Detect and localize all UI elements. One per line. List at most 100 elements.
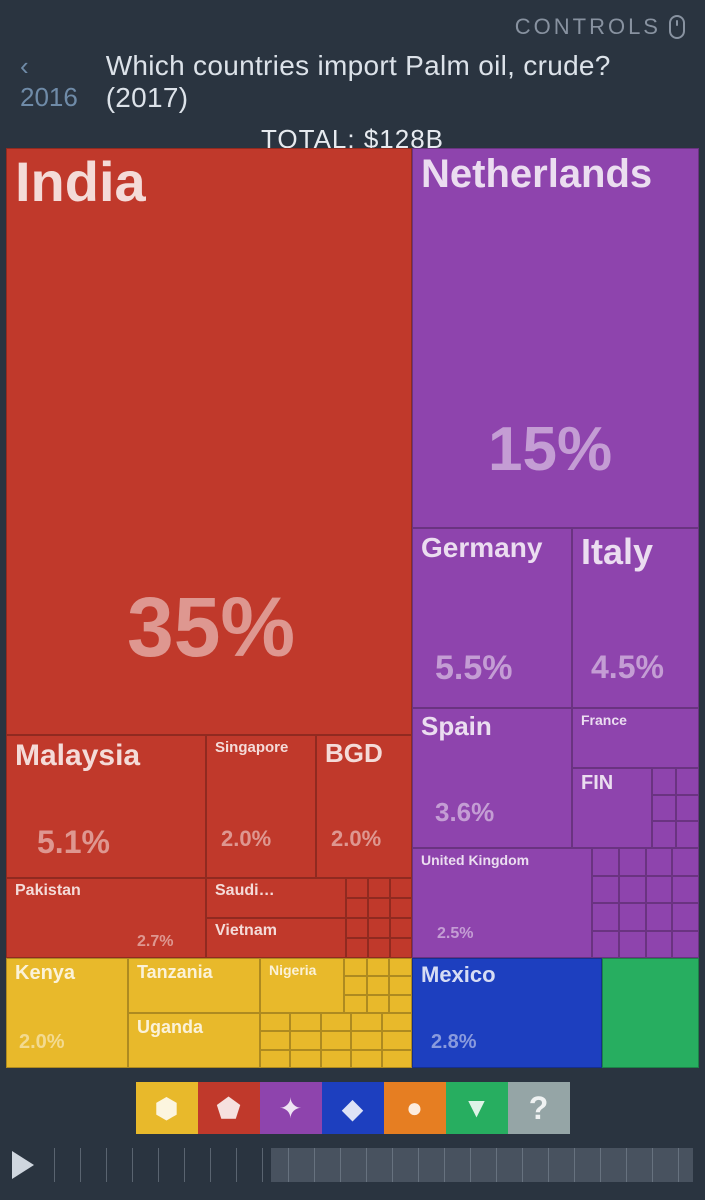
- timeline-range[interactable]: [271, 1148, 693, 1182]
- cell-tiny[interactable]: [368, 898, 390, 918]
- cell-singapore[interactable]: Singapore2.0%: [206, 735, 316, 878]
- cell-label: Malaysia: [15, 740, 140, 772]
- cell-tiny[interactable]: [344, 958, 367, 976]
- cell-tiny[interactable]: [344, 976, 367, 994]
- legend-n_america[interactable]: ◆: [322, 1082, 384, 1134]
- cell-tiny[interactable]: [592, 876, 619, 904]
- cell-tiny[interactable]: [390, 918, 412, 938]
- cell-saudi[interactable]: Saudi…: [206, 878, 346, 918]
- cell-tiny[interactable]: [382, 1031, 412, 1049]
- cell-tiny[interactable]: [676, 795, 700, 822]
- cell-tiny[interactable]: [390, 898, 412, 918]
- legend-s_america[interactable]: ▼: [446, 1082, 508, 1134]
- cell-label: Uganda: [137, 1018, 203, 1037]
- cell-mexico[interactable]: Mexico2.8%: [412, 958, 602, 1068]
- cell-tiny[interactable]: [389, 995, 412, 1013]
- cell-tiny[interactable]: [346, 898, 368, 918]
- cell-tiny[interactable]: [646, 903, 673, 931]
- cell-tiny[interactable]: [646, 931, 673, 959]
- cell-malaysia[interactable]: Malaysia5.1%: [6, 735, 206, 878]
- cell-vietnam[interactable]: Vietnam: [206, 918, 346, 958]
- cell-tiny[interactable]: [672, 931, 699, 959]
- cell-tiny[interactable]: [672, 903, 699, 931]
- cell-sa-block[interactable]: [602, 958, 699, 1068]
- cell-uganda[interactable]: Uganda: [128, 1013, 260, 1068]
- cell-tiny[interactable]: [351, 1031, 381, 1049]
- cell-tanzania[interactable]: Tanzania: [128, 958, 260, 1013]
- cell-tiny[interactable]: [290, 1031, 320, 1049]
- cell-tiny[interactable]: [346, 878, 368, 898]
- cell-tiny[interactable]: [351, 1050, 381, 1068]
- prev-year-link[interactable]: 2016: [20, 51, 92, 113]
- cell-tiny[interactable]: [367, 958, 390, 976]
- cell-tiny[interactable]: [592, 903, 619, 931]
- cell-pakistan[interactable]: Pakistan2.7%: [6, 878, 206, 958]
- treemap[interactable]: India35%Malaysia5.1%Singapore2.0%BGD2.0%…: [6, 148, 699, 1068]
- cell-tiny[interactable]: [382, 1013, 412, 1031]
- cell-tiny[interactable]: [321, 1013, 351, 1031]
- cell-tiny[interactable]: [346, 938, 368, 958]
- legend-unknown[interactable]: ?: [508, 1082, 570, 1134]
- cell-tiny[interactable]: [646, 848, 673, 876]
- cell-tiny[interactable]: [344, 995, 367, 1013]
- cell-tiny[interactable]: [652, 821, 676, 848]
- cell-tiny[interactable]: [676, 768, 700, 795]
- cell-tiny[interactable]: [389, 976, 412, 994]
- cell-uk[interactable]: United Kingdom2.5%: [412, 848, 592, 958]
- cell-tiny[interactable]: [619, 848, 646, 876]
- cell-tiny[interactable]: [382, 1050, 412, 1068]
- cell-label: Tanzania: [137, 963, 213, 982]
- timeline[interactable]: [54, 1148, 693, 1182]
- cell-label: Vietnam: [215, 923, 277, 940]
- header: CONTROLS 2016 Which countries import Pal…: [0, 0, 705, 171]
- cell-tiny[interactable]: [389, 958, 412, 976]
- cell-tiny[interactable]: [646, 876, 673, 904]
- cell-tiny[interactable]: [368, 938, 390, 958]
- cell-italy[interactable]: Italy4.5%: [572, 528, 699, 708]
- controls-label[interactable]: CONTROLS: [515, 14, 661, 40]
- cell-tiny[interactable]: [672, 876, 699, 904]
- cell-netherlands[interactable]: Netherlands15%: [412, 148, 699, 528]
- cell-tiny[interactable]: [368, 878, 390, 898]
- cell-tiny[interactable]: [260, 1031, 290, 1049]
- cell-france[interactable]: France: [572, 708, 699, 768]
- cell-tiny[interactable]: [346, 918, 368, 938]
- cell-tiny[interactable]: [367, 995, 390, 1013]
- cell-tiny[interactable]: [619, 903, 646, 931]
- cell-tiny[interactable]: [652, 795, 676, 822]
- legend-asia[interactable]: ⬟: [198, 1082, 260, 1134]
- cell-tiny[interactable]: [619, 931, 646, 959]
- cell-tiny[interactable]: [260, 1013, 290, 1031]
- cell-label: Singapore: [215, 740, 288, 756]
- cell-tiny[interactable]: [390, 878, 412, 898]
- cell-bgd[interactable]: BGD2.0%: [316, 735, 412, 878]
- cell-tiny[interactable]: [351, 1013, 381, 1031]
- cell-tiny[interactable]: [672, 848, 699, 876]
- cell-tiny[interactable]: [368, 918, 390, 938]
- cell-tiny[interactable]: [592, 848, 619, 876]
- cell-tiny[interactable]: [676, 821, 700, 848]
- cell-tiny[interactable]: [652, 768, 676, 795]
- cell-tiny[interactable]: [367, 976, 390, 994]
- cell-tiny[interactable]: [592, 931, 619, 959]
- cell-fin[interactable]: FIN: [572, 768, 652, 848]
- cell-india[interactable]: India35%: [6, 148, 412, 735]
- cell-nigeria[interactable]: Nigeria: [260, 958, 344, 1013]
- cell-tiny[interactable]: [290, 1013, 320, 1031]
- cell-label: Netherlands: [421, 153, 652, 195]
- cell-tiny[interactable]: [290, 1050, 320, 1068]
- legend-oceania[interactable]: ●: [384, 1082, 446, 1134]
- cell-tiny[interactable]: [390, 938, 412, 958]
- legend-africa[interactable]: ⬢: [136, 1082, 198, 1134]
- cell-label: United Kingdom: [421, 853, 529, 868]
- cell-germany[interactable]: Germany5.5%: [412, 528, 572, 708]
- cell-tiny[interactable]: [321, 1050, 351, 1068]
- cell-spain[interactable]: Spain3.6%: [412, 708, 572, 848]
- cell-tiny[interactable]: [321, 1031, 351, 1049]
- cell-tiny[interactable]: [619, 876, 646, 904]
- cell-tiny[interactable]: [260, 1050, 290, 1068]
- cell-kenya[interactable]: Kenya2.0%: [6, 958, 128, 1068]
- legend-europe[interactable]: ✦: [260, 1082, 322, 1134]
- play-button[interactable]: [12, 1151, 34, 1179]
- title-row: 2016 Which countries import Palm oil, cr…: [20, 50, 685, 114]
